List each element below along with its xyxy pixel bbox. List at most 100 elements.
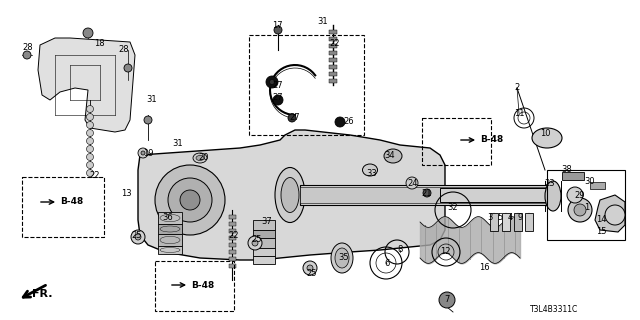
Bar	[562, 172, 584, 180]
Circle shape	[568, 198, 592, 222]
Bar	[249, 35, 364, 135]
Text: 10: 10	[540, 129, 550, 138]
Circle shape	[423, 189, 431, 197]
Text: 30: 30	[585, 178, 595, 187]
Bar	[158, 212, 182, 224]
Circle shape	[605, 205, 625, 225]
Circle shape	[86, 122, 93, 129]
Text: 26: 26	[344, 117, 355, 126]
Text: 37: 37	[262, 218, 273, 227]
Text: 8: 8	[397, 245, 403, 254]
Ellipse shape	[362, 164, 378, 176]
Text: 9: 9	[517, 213, 523, 222]
Text: 38: 38	[562, 165, 572, 174]
Circle shape	[155, 165, 225, 235]
Bar	[590, 182, 605, 189]
Circle shape	[124, 64, 132, 72]
Text: 20: 20	[199, 153, 209, 162]
Bar	[440, 188, 550, 202]
Circle shape	[439, 292, 455, 308]
Bar	[300, 187, 550, 203]
Circle shape	[86, 162, 93, 169]
Circle shape	[135, 234, 141, 240]
Circle shape	[86, 114, 93, 121]
Bar	[253, 238, 275, 248]
Circle shape	[86, 146, 93, 153]
Circle shape	[86, 106, 93, 113]
Circle shape	[86, 154, 93, 161]
Bar	[22, 177, 104, 237]
Text: 32: 32	[448, 204, 458, 212]
Bar	[329, 79, 337, 83]
Bar	[502, 213, 510, 231]
Circle shape	[567, 187, 583, 203]
Text: 14: 14	[596, 215, 606, 225]
Text: 17: 17	[272, 20, 282, 29]
Bar	[490, 213, 498, 231]
Text: 22: 22	[330, 38, 340, 47]
Bar	[229, 243, 236, 247]
Ellipse shape	[532, 128, 562, 148]
Circle shape	[86, 130, 93, 137]
Text: 21: 21	[422, 188, 432, 197]
Circle shape	[274, 26, 282, 34]
Text: B-48: B-48	[191, 281, 214, 290]
Bar	[229, 236, 236, 240]
Text: FR.: FR.	[32, 289, 52, 299]
Circle shape	[180, 190, 200, 210]
Text: 24: 24	[408, 179, 419, 188]
Text: B-48: B-48	[480, 135, 503, 145]
Polygon shape	[38, 38, 135, 132]
Text: 15: 15	[596, 228, 606, 236]
Text: 36: 36	[163, 212, 173, 221]
Text: 18: 18	[93, 39, 104, 49]
Bar	[158, 234, 182, 246]
Circle shape	[138, 148, 148, 158]
Bar	[229, 250, 236, 254]
Bar	[300, 185, 550, 205]
Text: 12: 12	[440, 247, 451, 257]
Ellipse shape	[384, 149, 402, 163]
Text: 34: 34	[385, 150, 396, 159]
Bar	[329, 30, 337, 34]
Text: 22: 22	[228, 230, 239, 239]
Ellipse shape	[335, 248, 349, 268]
Circle shape	[144, 116, 152, 124]
Bar	[229, 257, 236, 261]
Bar	[158, 224, 182, 234]
Bar	[253, 230, 275, 238]
Bar	[329, 44, 337, 48]
Text: 33: 33	[367, 169, 378, 178]
Circle shape	[23, 51, 31, 59]
Bar	[253, 220, 275, 230]
Text: 3: 3	[487, 213, 493, 222]
Text: 16: 16	[479, 263, 490, 273]
Circle shape	[266, 76, 278, 88]
Circle shape	[269, 79, 275, 84]
Text: 27: 27	[290, 114, 300, 123]
Circle shape	[252, 240, 258, 246]
Text: 7: 7	[444, 295, 450, 305]
Text: 13: 13	[121, 188, 131, 197]
Ellipse shape	[193, 153, 207, 163]
Bar	[229, 222, 236, 226]
Polygon shape	[595, 195, 625, 232]
Circle shape	[273, 95, 283, 105]
Ellipse shape	[331, 243, 353, 273]
Circle shape	[86, 138, 93, 145]
Bar	[155, 261, 234, 311]
Text: 4: 4	[508, 213, 513, 222]
Bar	[422, 118, 491, 165]
Text: 31: 31	[317, 18, 328, 27]
Text: B-48: B-48	[60, 197, 83, 206]
Text: 35: 35	[339, 253, 349, 262]
Text: 27: 27	[273, 93, 284, 102]
Text: T3L4B3311C: T3L4B3311C	[530, 306, 579, 315]
Text: 2: 2	[515, 83, 520, 92]
Circle shape	[83, 28, 93, 38]
Text: 28: 28	[22, 44, 33, 52]
Text: 25: 25	[252, 236, 262, 244]
Circle shape	[574, 204, 586, 216]
Text: 29: 29	[575, 190, 585, 199]
Text: 25: 25	[307, 268, 317, 277]
